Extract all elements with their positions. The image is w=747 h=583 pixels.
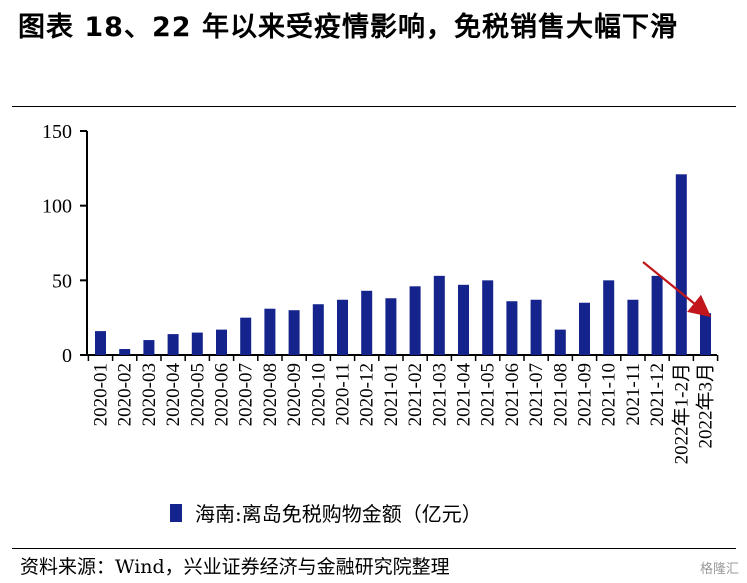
bottom-rule	[12, 548, 736, 549]
bar	[506, 301, 518, 355]
x-tick-label: 2020-04	[163, 363, 184, 427]
bar	[337, 299, 348, 355]
x-tick-label: 2020-05	[187, 363, 208, 426]
y-tick-label: 50	[52, 270, 72, 292]
x-tick-label: 2020-10	[308, 363, 329, 426]
bar	[119, 349, 131, 355]
bar	[264, 308, 276, 355]
bar	[288, 310, 300, 355]
bar	[95, 331, 106, 355]
bar	[312, 304, 324, 355]
x-tick-label: 2020-12	[357, 363, 378, 426]
chart-title: 图表 18、22 年以来受疫情影响，免税销售大幅下滑	[18, 12, 678, 43]
bar	[433, 275, 445, 355]
source-note: 资料来源：Wind，兴业证券经济与金融研究院整理	[20, 556, 450, 578]
x-tick-label: 2021-10	[599, 363, 620, 426]
x-tick-label: 2021-12	[647, 363, 668, 426]
y-tick-label: 100	[42, 196, 72, 218]
bar	[603, 280, 615, 355]
legend-swatch	[170, 504, 182, 522]
y-tick-label: 150	[42, 121, 72, 143]
legend-label: 海南:离岛免税购物金额（亿元）	[195, 502, 482, 526]
x-tick-label: 2020-08	[260, 363, 281, 426]
bar	[579, 302, 590, 355]
watermark: 格隆汇	[699, 562, 739, 577]
x-tick-label: 2021-03	[429, 363, 450, 426]
x-tick-label: 2021-11	[623, 363, 644, 426]
bar	[143, 340, 155, 355]
bar	[191, 332, 203, 355]
bar	[627, 299, 639, 355]
x-tick-label: 2021-09	[575, 363, 596, 426]
bar	[675, 174, 687, 355]
bar	[216, 329, 227, 355]
trend-arrow	[642, 261, 712, 318]
x-tick-label: 2020-01	[91, 363, 112, 426]
x-tick-label: 2021-08	[550, 363, 571, 426]
bar	[651, 275, 663, 355]
bar	[554, 329, 566, 355]
x-tick-label: 2020-06	[212, 363, 233, 426]
top-rule	[12, 106, 736, 107]
x-tick-label: 2021-01	[381, 363, 402, 426]
bar	[409, 286, 421, 355]
x-tick-label: 2022年1-2月	[670, 363, 692, 464]
x-tick-label: 2020-03	[139, 363, 160, 426]
bar	[482, 280, 494, 355]
x-tick-label: 2020-02	[115, 363, 136, 426]
bar	[361, 290, 373, 355]
bar	[700, 313, 711, 355]
x-tick-label: 2021-06	[502, 363, 523, 426]
x-tick-label: 2022年3月	[695, 363, 717, 449]
bar	[167, 334, 179, 355]
x-tick-label: 2020-09	[284, 363, 305, 426]
bar	[530, 299, 542, 355]
x-tick-label: 2021-05	[478, 363, 499, 426]
bar	[458, 284, 469, 355]
x-tick-label: 2021-07	[526, 363, 547, 426]
bar	[240, 317, 252, 355]
x-tick-label: 2020-07	[236, 363, 257, 426]
bar	[385, 298, 397, 355]
x-tick-label: 2020-11	[333, 363, 354, 426]
y-tick-label: 0	[62, 345, 72, 367]
x-tick-label: 2021-02	[405, 363, 426, 426]
x-tick-label: 2021-04	[454, 363, 475, 427]
